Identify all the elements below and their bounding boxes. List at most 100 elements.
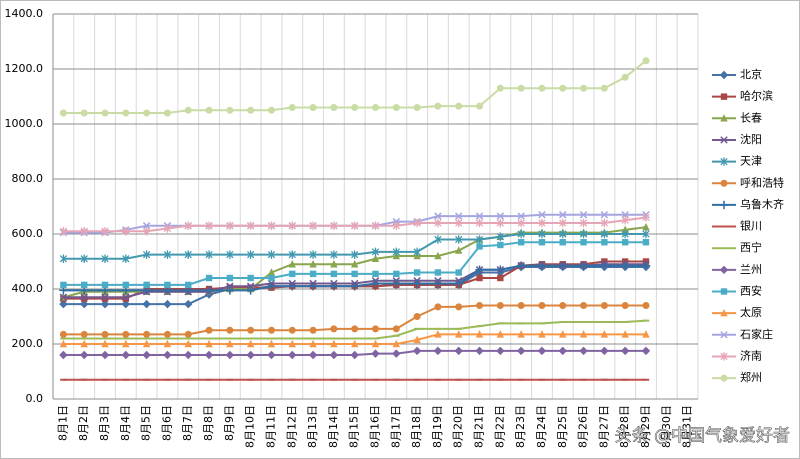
marker xyxy=(288,282,297,291)
marker xyxy=(330,104,338,111)
x-tick-label: 8月14日 xyxy=(327,405,340,448)
marker xyxy=(101,295,109,302)
x-tick-label: 8月4日 xyxy=(119,405,132,441)
marker xyxy=(226,339,234,348)
marker xyxy=(60,281,67,289)
marker xyxy=(496,302,504,309)
y-tick-label: 0.0 xyxy=(26,392,44,405)
marker xyxy=(164,281,171,289)
legend-marker xyxy=(720,374,728,382)
marker xyxy=(309,270,317,278)
marker xyxy=(392,349,401,358)
marker xyxy=(309,326,317,334)
marker xyxy=(517,229,525,239)
series xyxy=(59,229,650,263)
marker xyxy=(642,213,650,222)
x-tick-label: 8月10日 xyxy=(244,405,257,448)
marker xyxy=(580,84,588,92)
marker xyxy=(163,299,172,309)
marker xyxy=(121,299,131,309)
x-tick-label: 8月8日 xyxy=(202,405,215,441)
marker xyxy=(101,254,109,263)
marker xyxy=(267,350,276,360)
marker xyxy=(559,84,567,92)
marker xyxy=(517,302,525,309)
legend-label: 呼和浩特 xyxy=(740,175,784,189)
marker xyxy=(142,227,151,236)
y-tick-label: 200.0 xyxy=(12,337,44,350)
marker xyxy=(59,339,68,348)
marker xyxy=(580,239,587,246)
x-tick-label: 8月28日 xyxy=(618,405,631,448)
marker xyxy=(455,102,463,110)
marker xyxy=(475,235,484,244)
marker xyxy=(246,350,255,360)
marker xyxy=(122,295,130,302)
marker xyxy=(372,325,379,333)
x-tick-label: 8月24日 xyxy=(535,405,548,448)
marker xyxy=(579,211,588,219)
marker xyxy=(434,218,442,228)
marker xyxy=(496,218,504,228)
marker xyxy=(371,254,380,262)
marker xyxy=(434,235,442,244)
legend-marker xyxy=(719,265,729,275)
marker xyxy=(516,346,526,356)
marker xyxy=(163,330,171,338)
x-tick-label: 8月1日 xyxy=(56,405,69,441)
marker xyxy=(350,350,359,360)
marker xyxy=(350,260,359,268)
marker xyxy=(184,350,193,360)
marker xyxy=(720,374,728,382)
marker xyxy=(351,104,359,111)
marker xyxy=(101,293,109,301)
marker xyxy=(455,303,463,311)
marker xyxy=(413,313,421,320)
marker xyxy=(433,279,443,288)
marker xyxy=(621,211,629,219)
marker xyxy=(288,221,296,230)
marker xyxy=(309,221,317,230)
marker xyxy=(226,326,234,334)
marker xyxy=(719,265,729,275)
legend-label: 西安 xyxy=(740,284,762,298)
marker xyxy=(537,346,547,356)
marker xyxy=(392,325,400,333)
marker xyxy=(184,250,192,259)
marker xyxy=(247,274,254,282)
marker xyxy=(579,229,588,239)
marker xyxy=(309,250,317,259)
marker xyxy=(246,286,255,295)
marker xyxy=(538,229,546,239)
marker xyxy=(80,330,88,338)
marker xyxy=(621,330,629,338)
marker xyxy=(455,246,463,254)
legend-marker xyxy=(719,70,729,80)
marker xyxy=(600,302,608,309)
marker xyxy=(720,288,728,295)
marker xyxy=(476,243,483,250)
marker xyxy=(351,250,359,259)
marker xyxy=(455,269,462,276)
x-tick-label: 8月19日 xyxy=(431,405,444,448)
marker xyxy=(517,239,525,246)
legend-label: 长春 xyxy=(740,111,762,124)
marker xyxy=(720,114,728,122)
legend-marker xyxy=(720,157,728,166)
marker xyxy=(720,93,728,100)
legend-marker xyxy=(720,352,728,361)
marker xyxy=(496,84,504,92)
marker xyxy=(288,339,296,348)
x-tick-label: 8月7日 xyxy=(181,405,194,441)
marker xyxy=(412,279,422,288)
marker xyxy=(720,157,728,166)
series xyxy=(59,302,650,338)
marker xyxy=(184,299,193,309)
marker xyxy=(497,241,504,249)
marker xyxy=(620,346,630,356)
marker xyxy=(142,222,151,230)
x-tick-label: 8月31日 xyxy=(681,405,694,448)
marker xyxy=(579,218,588,228)
marker xyxy=(719,200,729,210)
